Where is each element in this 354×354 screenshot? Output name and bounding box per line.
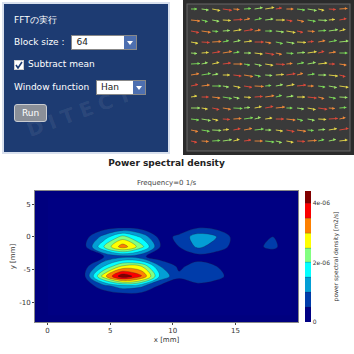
svg-text:-5: -5 — [24, 266, 31, 274]
html-text:Block size :: Block size : — [14, 37, 65, 47]
svg-text:power spectral density [m2/s]: power spectral density [m2/s] — [332, 212, 340, 302]
svg-text:4e-06: 4e-06 — [313, 199, 330, 206]
html-text:Window function: Window function — [14, 82, 90, 92]
svg-text:0: 0 — [45, 327, 49, 335]
svg-text:x [mm]: x [mm] — [154, 336, 180, 344]
svg-text:Frequency=0 1/s: Frequency=0 1/s — [137, 179, 197, 187]
html-text:DITECT: DITECT — [23, 79, 141, 143]
svg-text:Power spectral density: Power spectral density — [108, 158, 225, 168]
svg-text:0: 0 — [26, 233, 30, 241]
html-text:Subtract mean: Subtract mean — [28, 59, 95, 69]
svg-text:5: 5 — [108, 327, 112, 335]
html-text:64: 64 — [76, 37, 88, 47]
svg-text:5: 5 — [26, 201, 30, 209]
svg-text:15: 15 — [231, 327, 240, 335]
svg-text:2e-06: 2e-06 — [313, 259, 330, 266]
html-text:Run: Run — [22, 108, 40, 118]
html-text:Han: Han — [101, 82, 119, 92]
svg-text:y [mm]: y [mm] — [9, 243, 17, 269]
html-text:FFTの実行: FFTの実行 — [14, 15, 57, 25]
svg-text:-10: -10 — [19, 299, 30, 307]
svg-text:10: 10 — [168, 327, 177, 335]
svg-text:0: 0 — [313, 318, 317, 325]
